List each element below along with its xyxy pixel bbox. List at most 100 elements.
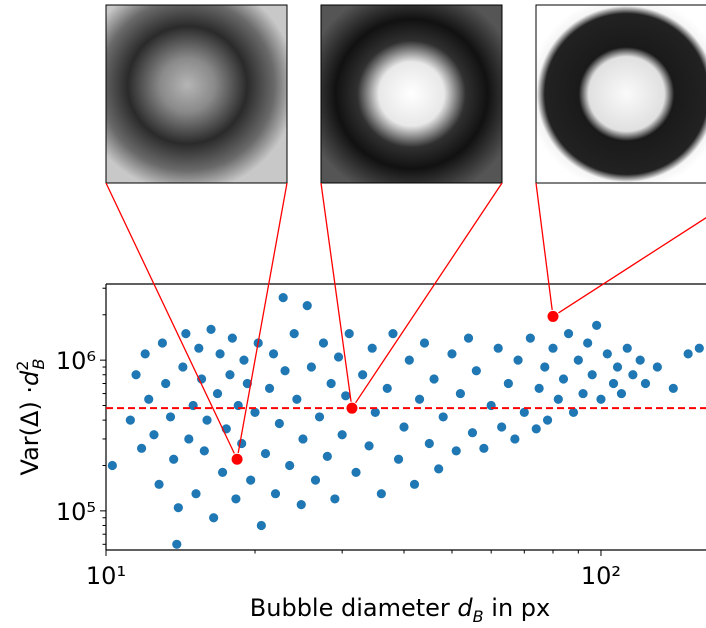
point [193,342,205,354]
point [572,354,584,366]
point [160,378,172,389]
point [595,393,607,405]
point [446,348,458,360]
point [124,414,136,426]
point [667,382,679,394]
point [273,418,285,429]
point [153,478,165,490]
points [106,292,705,550]
x-tick-label: 10¹ [86,562,126,590]
point [310,474,321,486]
y-label-symbol: d [16,370,44,386]
point [321,450,333,462]
point [180,328,192,339]
point [268,348,279,360]
point [542,414,553,426]
highlight-point [230,452,244,466]
thumbnail [105,4,288,184]
point [586,369,598,381]
point [366,342,378,354]
point [217,466,228,478]
connector [535,182,554,317]
point [277,292,289,303]
point [478,442,490,454]
y-tick-label: 10⁶ [56,347,96,375]
point [297,433,309,445]
highlight-point [345,401,359,415]
point [591,320,603,331]
point [245,474,257,486]
point [314,411,325,423]
point [357,369,369,381]
point [433,463,445,475]
point [172,502,184,514]
connector [552,217,706,317]
connector [105,182,238,460]
point [333,351,344,363]
point [190,488,202,500]
thumbnail [320,4,503,184]
point [201,414,213,426]
point [437,411,449,423]
point [640,378,651,389]
point [208,512,220,524]
point [214,348,226,360]
point [168,453,180,465]
point [651,361,663,373]
point [563,328,574,339]
point [318,337,329,349]
point [492,342,504,354]
point [509,433,521,445]
point [255,520,267,531]
x-label-sub: B [473,607,484,624]
point [682,348,694,360]
x-label-symbol: d [457,594,473,622]
point [156,337,168,349]
point [381,382,393,394]
point [295,499,307,511]
x-axis-label: Bubble diameter dB in px [250,594,550,624]
point [284,460,296,471]
point [198,445,210,457]
point [419,337,430,349]
point [212,388,223,399]
point [409,478,420,490]
point [336,429,348,441]
point [264,382,275,394]
point [343,328,355,339]
point [627,369,639,381]
connector [236,182,288,460]
point [552,393,564,405]
point [621,342,633,354]
point [558,373,569,385]
point [288,328,300,339]
point [350,466,362,478]
point [608,378,619,389]
point [279,365,291,377]
x-label-after: in px [484,594,551,622]
point [530,423,542,435]
point [502,378,514,389]
point [423,438,435,449]
point [616,388,627,399]
thumbnail [535,4,706,184]
point [533,382,545,394]
point [398,421,410,433]
point [143,393,155,405]
point [450,445,462,457]
point [106,460,118,471]
point [329,493,341,505]
point [325,378,337,389]
point [139,348,151,360]
point [467,427,478,439]
point [205,323,217,335]
point [577,388,589,399]
connector [320,182,353,409]
point [177,361,189,373]
point [306,361,317,373]
point [183,433,195,445]
point [428,373,440,385]
point [171,538,183,550]
point [403,354,415,366]
